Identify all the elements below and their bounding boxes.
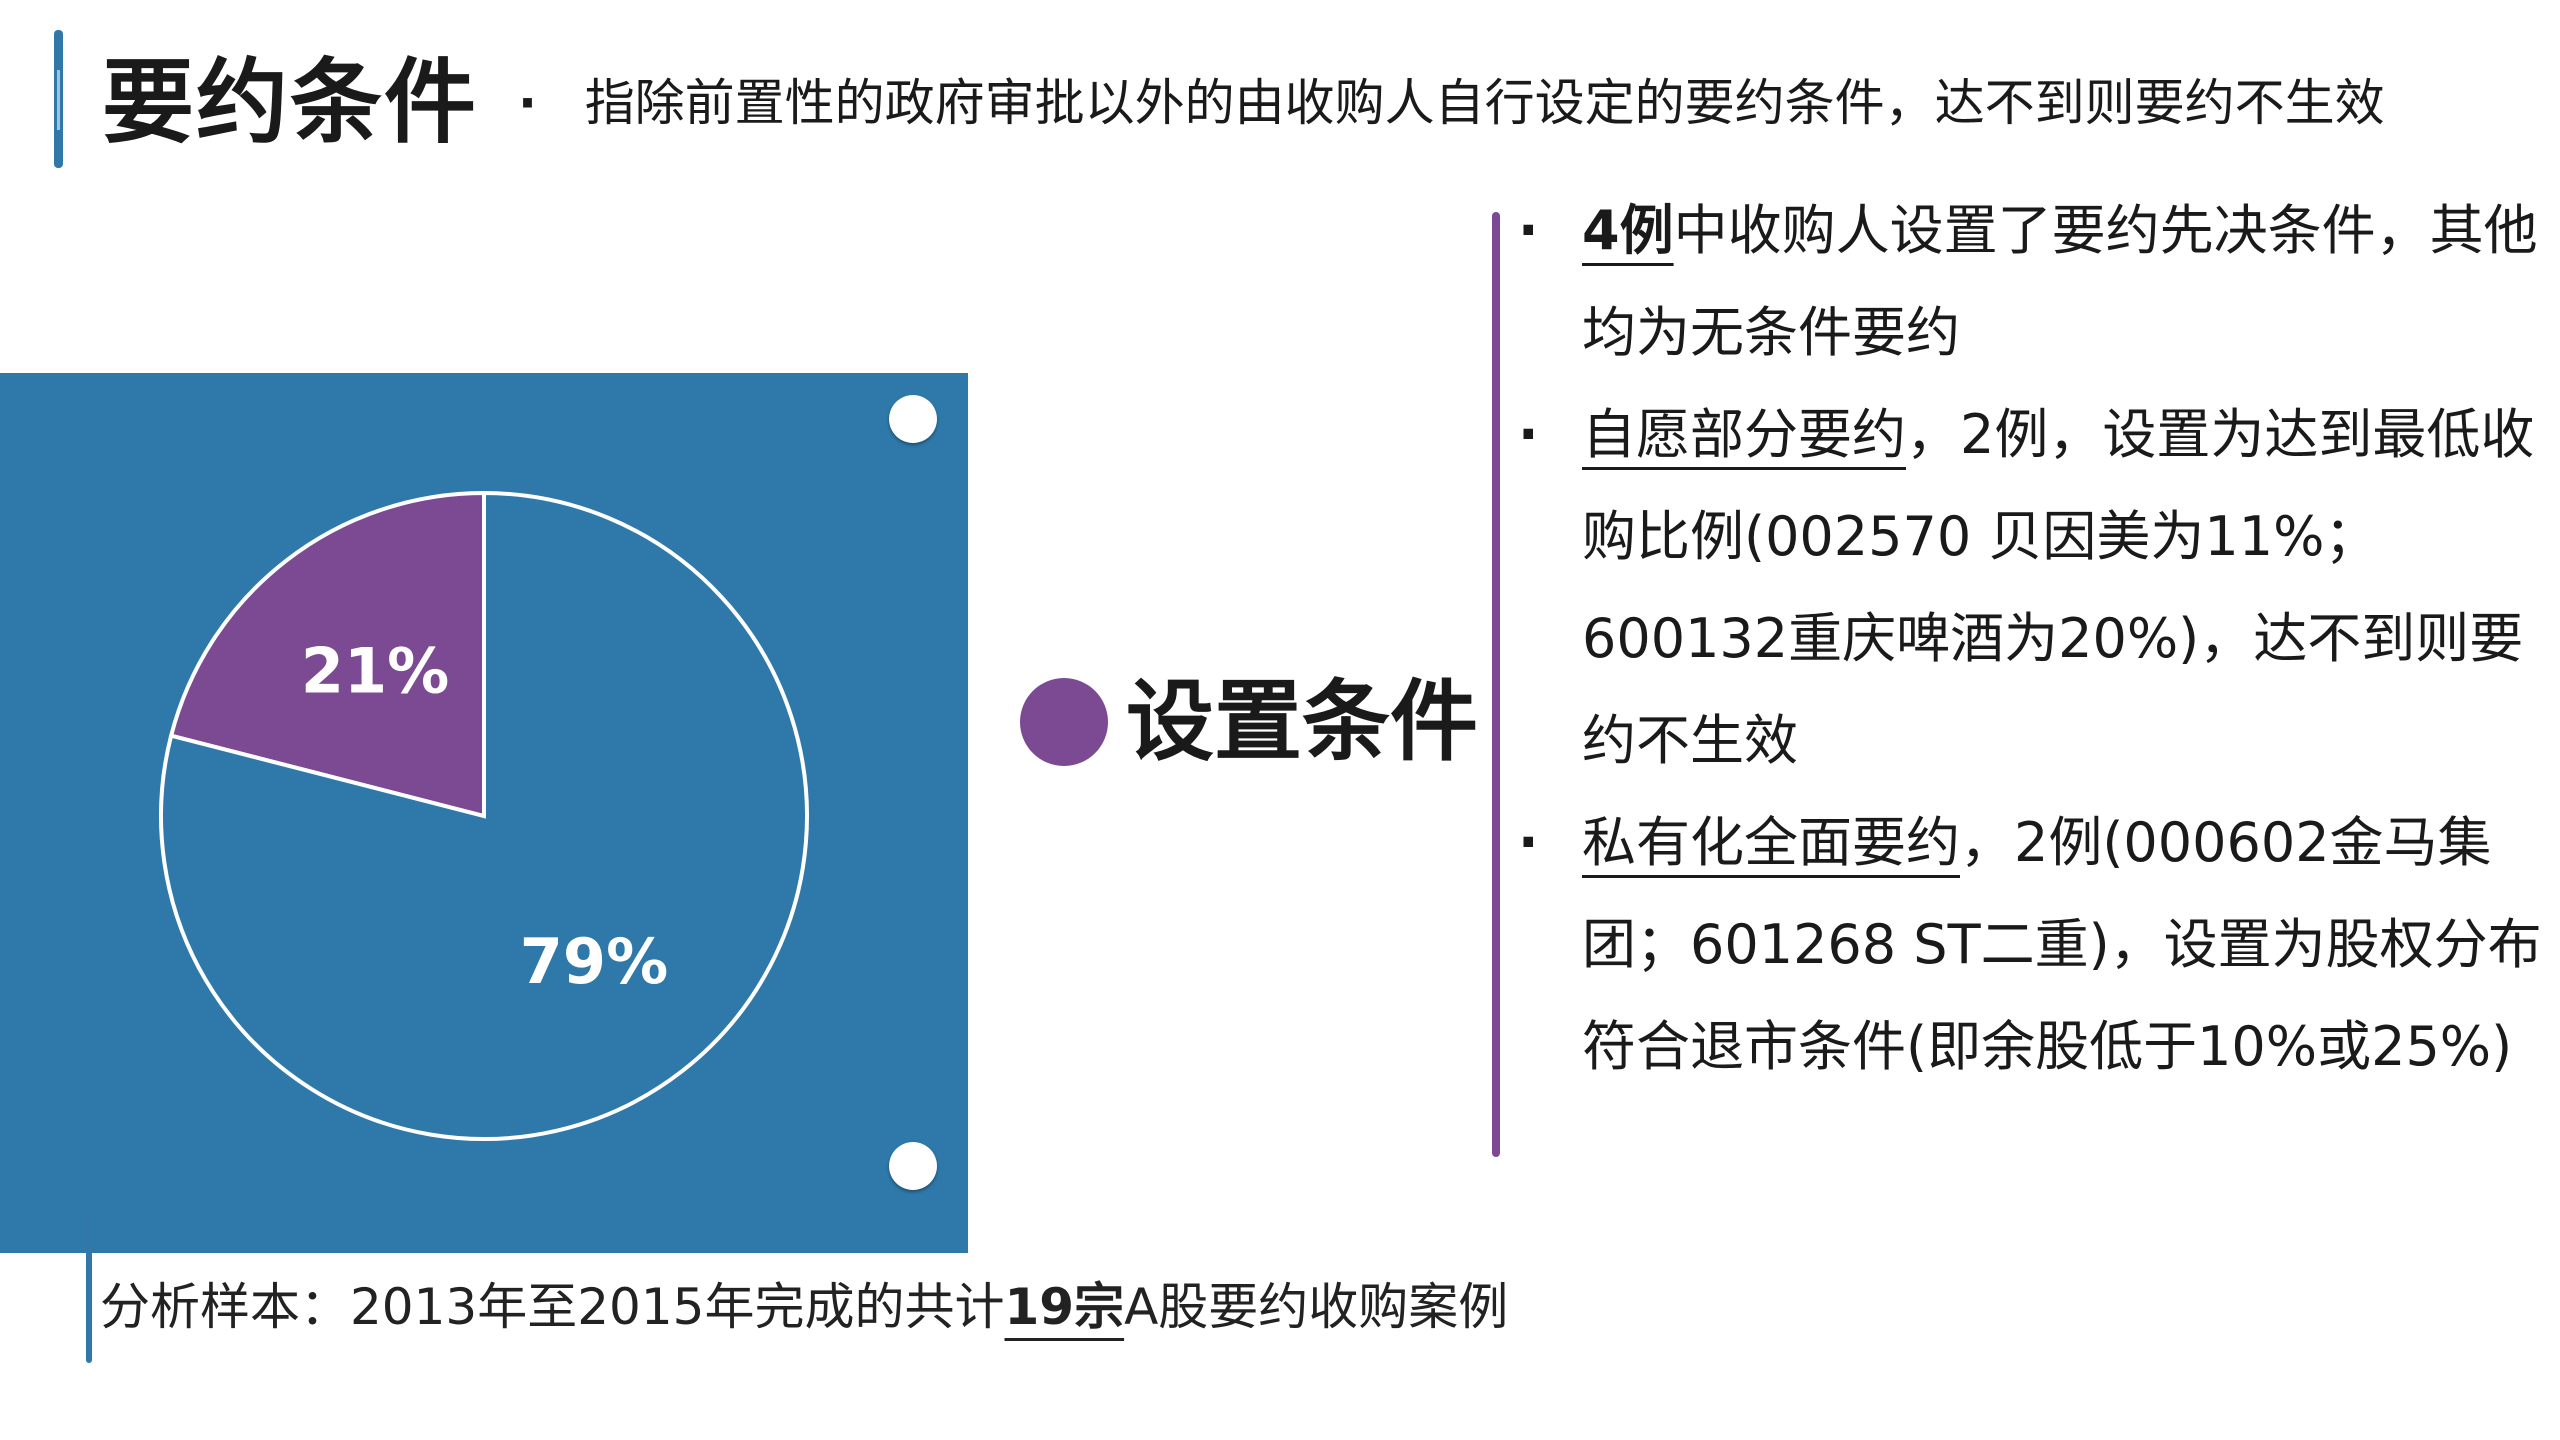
page-title: 要约条件 [102, 49, 479, 156]
pie-chart: 21% 79% [159, 490, 809, 1141]
bullet-item: · 4例中收购人设置了要约先决条件，其他均为无条件要约 [1518, 180, 2548, 384]
pin-icon [889, 395, 937, 443]
bullet-marker: · [1518, 811, 1539, 874]
pie-slice [168, 490, 486, 819]
bullet-lead: 4例 [1582, 199, 1674, 262]
description-text: 指除前置性的政府审批以外的由收购人自行设定的要约条件，达不到则要约不生效 [584, 74, 2385, 132]
title-description: · 指除前置性的政府审批以外的由收购人自行设定的要约条件，达不到则要约不生效 [518, 68, 2385, 138]
pie-slice-label: 21% [301, 635, 449, 708]
pie-chart-board: 21% 79% [0, 373, 968, 1253]
bullet-item: · 私有化全面要约，2例(000602金马集团；601268 ST二重)，设置为… [1518, 792, 2548, 1098]
bullet-item: · 自愿部分要约，2例，设置为达到最低收购比例(002570 贝因美为11%；6… [1518, 384, 2548, 792]
vertical-divider [1492, 212, 1500, 1157]
footer-note: 分析样本：2013年至2015年完成的共计19宗A股要约收购案例 [100, 1272, 1508, 1342]
pie-slice [159, 490, 809, 1141]
bullet-lead: 私有化全面要约 [1582, 811, 1960, 874]
bullet-text: 中收购人设置了要约先决条件，其他均为无条件要约 [1582, 199, 2538, 364]
title-accent-bar [54, 30, 63, 168]
bullet-marker: · [1518, 199, 1539, 262]
footer-accent-bar [86, 1218, 92, 1363]
center-label: 设置条件 [1126, 670, 1479, 773]
footer-highlight: 19宗 [1004, 1278, 1125, 1336]
bullet-text: ，2例，设置为达到最低收购比例(002570 贝因美为11%；600132重庆啤… [1582, 403, 2535, 772]
footer-suffix: A股要约收购案例 [1124, 1278, 1509, 1336]
pin-icon [889, 1142, 937, 1190]
pie-slice-label: 79% [520, 925, 668, 998]
purple-dot-icon [1020, 678, 1108, 766]
footer-prefix: 分析样本：2013年至2015年完成的共计 [100, 1278, 1005, 1336]
bullet-text: ，2例(000602金马集团；601268 ST二重)，设置为股权分布符合退市条… [1582, 811, 2542, 1078]
bullet-marker: · [1518, 403, 1539, 466]
bullet-lead: 自愿部分要约 [1582, 403, 1906, 466]
bullet-list: · 4例中收购人设置了要约先决条件，其他均为无条件要约 · 自愿部分要约，2例，… [1518, 180, 2548, 1098]
bullet-dot: · [518, 74, 537, 132]
